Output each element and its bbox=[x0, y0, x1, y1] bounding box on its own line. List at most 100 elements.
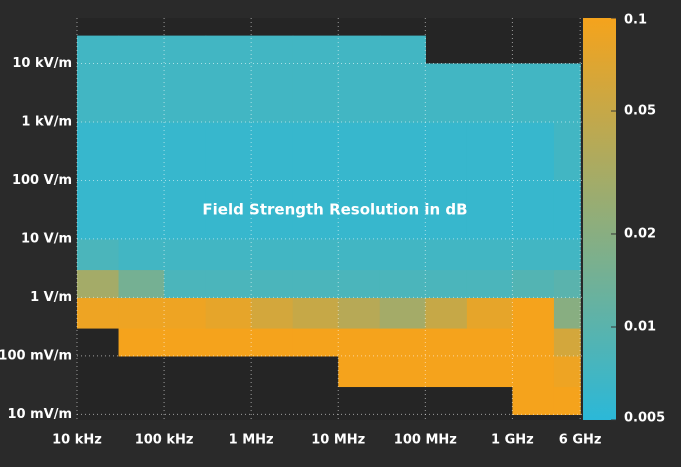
heatmap-cell bbox=[512, 121, 555, 182]
heatmap-cell bbox=[425, 355, 468, 388]
heatmap-cell bbox=[379, 355, 426, 388]
grid bbox=[76, 18, 582, 420]
heatmap-cell bbox=[466, 327, 513, 357]
heatmap-cell bbox=[118, 327, 165, 357]
heatmap-cell bbox=[164, 297, 207, 329]
heatmap-cell bbox=[512, 269, 555, 298]
heatmap-cell bbox=[338, 269, 381, 298]
x-tick-label: 6 GHz bbox=[559, 433, 602, 448]
heatmap-cell bbox=[251, 121, 294, 182]
heatmap-cell bbox=[118, 269, 165, 298]
heatmap-cell bbox=[425, 297, 468, 329]
heatmap-cell bbox=[205, 238, 252, 271]
heatmap-cell bbox=[205, 63, 252, 123]
x-tick-label: 100 MHz bbox=[394, 433, 457, 448]
heatmap-cell bbox=[77, 297, 120, 329]
heatmap-cell bbox=[466, 180, 513, 240]
y-tick-label: 1 V/m bbox=[30, 290, 72, 305]
heatmap-cell bbox=[425, 238, 468, 271]
heatmap-cell bbox=[292, 63, 339, 123]
heatmap-cell bbox=[553, 121, 581, 182]
heatmap-cell bbox=[205, 35, 252, 65]
heatmap-cell bbox=[466, 63, 513, 123]
heatmap-cell bbox=[118, 180, 165, 240]
heatmap-cell bbox=[553, 386, 581, 415]
heatmap-cell bbox=[292, 297, 339, 329]
heatmap-cell bbox=[292, 327, 339, 357]
heatmap-cell bbox=[553, 327, 581, 357]
heatmap-cell bbox=[338, 180, 381, 240]
heatmap-cell bbox=[77, 63, 120, 123]
x-tick-label: 1 GHz bbox=[491, 433, 534, 448]
x-tick-label: 100 kHz bbox=[135, 433, 194, 448]
heatmap-cell bbox=[251, 269, 294, 298]
heatmap-cell bbox=[553, 297, 581, 329]
heatmap-cell bbox=[338, 63, 381, 123]
heatmap-cell bbox=[466, 269, 513, 298]
y-tick-label: 100 V/m bbox=[12, 173, 72, 188]
heatmap-cell bbox=[553, 269, 581, 298]
heatmap-cell bbox=[292, 269, 339, 298]
heatmap-cell bbox=[251, 297, 294, 329]
heatmap-cell bbox=[77, 180, 120, 240]
heatmap-cell bbox=[425, 269, 468, 298]
y-tick-label: 1 kV/m bbox=[21, 114, 72, 129]
heatmap-cell bbox=[553, 180, 581, 240]
heatmap-cell bbox=[251, 180, 294, 240]
heatmap-cell bbox=[425, 327, 468, 357]
heatmap-cell bbox=[425, 121, 468, 182]
heatmap-cell bbox=[118, 63, 165, 123]
heatmap-cell bbox=[512, 327, 555, 357]
y-tick-label: 10 mV/m bbox=[7, 407, 72, 422]
heatmap-cell bbox=[379, 297, 426, 329]
heatmap-cell bbox=[553, 238, 581, 271]
heatmap-cell bbox=[338, 35, 381, 65]
colorbar bbox=[583, 18, 616, 420]
heatmap-cell bbox=[164, 327, 207, 357]
heatmap-cell bbox=[425, 63, 468, 123]
y-tick-label: 10 V/m bbox=[21, 231, 72, 246]
heatmap-cell bbox=[466, 355, 513, 388]
heatmap-cell bbox=[251, 238, 294, 271]
colorbar-tick-label: 0.02 bbox=[624, 226, 656, 241]
y-tick-label: 100 mV/m bbox=[0, 348, 72, 363]
y-tick-label: 10 kV/m bbox=[12, 56, 72, 71]
heatmap-cell bbox=[292, 35, 339, 65]
heatmap-cell bbox=[292, 180, 339, 240]
heatmap-cell bbox=[379, 238, 426, 271]
heatmap-cell bbox=[512, 386, 555, 415]
heatmap-cell bbox=[118, 297, 165, 329]
heatmap-cell bbox=[512, 297, 555, 329]
heatmap-cell bbox=[205, 180, 252, 240]
heatmap-cell bbox=[466, 297, 513, 329]
heatmap-cell bbox=[379, 269, 426, 298]
heatmap-cell bbox=[379, 35, 426, 65]
heatmap-cell bbox=[164, 238, 207, 271]
x-tick-label: 10 MHz bbox=[311, 433, 365, 448]
heatmap-cell bbox=[512, 63, 555, 123]
heatmap-cell bbox=[164, 269, 207, 298]
heatmap-cell bbox=[379, 327, 426, 357]
heatmap-cell bbox=[338, 327, 381, 357]
colorbar-tick-label: 0.005 bbox=[624, 411, 665, 426]
heatmap-cell bbox=[77, 35, 120, 65]
colorbar-tick-label: 0.01 bbox=[624, 319, 656, 334]
colorbar-tick-label: 0.1 bbox=[624, 13, 647, 28]
heatmap-cell bbox=[512, 238, 555, 271]
heatmap-cell bbox=[379, 180, 426, 240]
heatmap-cell bbox=[77, 238, 120, 271]
heatmap-cell bbox=[338, 355, 381, 388]
heatmap-cell bbox=[118, 35, 165, 65]
x-tick-label: 1 MHz bbox=[229, 433, 274, 448]
heatmap-cell bbox=[379, 63, 426, 123]
heatmap-cell bbox=[205, 297, 252, 329]
heatmap-cell bbox=[251, 35, 294, 65]
heatmap-cell bbox=[338, 297, 381, 329]
heatmap-cell bbox=[553, 355, 581, 388]
heatmap-cell bbox=[425, 180, 468, 240]
heatmap-cell bbox=[251, 327, 294, 357]
heatmap-cell bbox=[553, 63, 581, 123]
heatmap bbox=[77, 35, 581, 415]
heatmap-cell bbox=[292, 238, 339, 271]
